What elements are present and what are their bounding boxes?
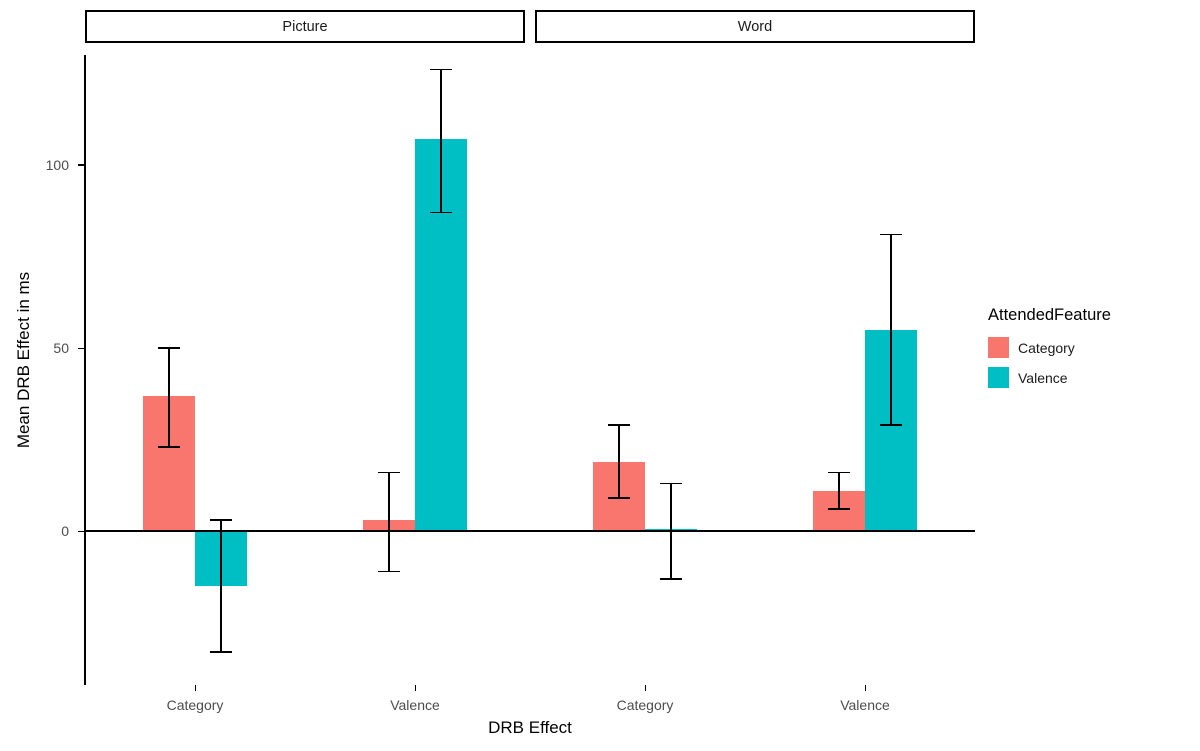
error-bar-line (388, 472, 390, 572)
error-bar-line (618, 424, 620, 499)
error-bar-cap-bottom (880, 424, 902, 426)
legend-item-valence: Valence (988, 367, 1111, 388)
x-tick (864, 685, 866, 691)
legend-item-category: Category (988, 337, 1111, 358)
x-tick-label: Valence (390, 697, 440, 713)
error-bar-cap-top (660, 482, 682, 485)
error-bar-line (890, 234, 892, 425)
error-bar-cap-top (158, 347, 180, 349)
y-tick (78, 530, 84, 533)
error-bar-cap-top (608, 424, 630, 426)
x-tick (194, 685, 196, 691)
error-bar-cap-bottom (158, 446, 180, 448)
error-bar-line (168, 348, 170, 447)
error-bar-cap-top (378, 471, 400, 474)
error-bar-cap-top (210, 519, 232, 521)
y-tick (78, 164, 84, 166)
legend-title: AttendedFeature (988, 306, 1111, 324)
legend-items: Category Valence (988, 337, 1111, 388)
x-tick-label: Valence (840, 697, 890, 713)
error-bar-cap-bottom (608, 497, 630, 499)
x-tick-label: Category (616, 697, 674, 713)
y-tick-label: 0 (61, 523, 69, 540)
x-tick (414, 685, 416, 691)
error-bar-cap-bottom (828, 508, 850, 510)
x-axis-label: DRB Effect (488, 718, 572, 737)
error-bar-cap-top (430, 68, 452, 71)
legend-swatch-category (988, 337, 1009, 358)
zero-line (85, 530, 975, 532)
error-bar-cap-bottom (660, 577, 682, 580)
legend-label-valence: Valence (1018, 369, 1068, 386)
error-bar-cap-bottom (378, 570, 400, 573)
y-axis-label: Mean DRB Effect in ms (14, 271, 33, 449)
error-bar-cap-bottom (210, 651, 232, 653)
y-axis-line (84, 55, 86, 685)
x-tick (644, 685, 646, 691)
error-bar-cap-top (880, 233, 902, 236)
error-bar-line (838, 472, 840, 510)
error-bar-line (220, 520, 222, 653)
error-bar-cap-bottom (430, 211, 452, 214)
legend-label-category: Category (1018, 339, 1075, 356)
y-tick-label: 50 (53, 340, 69, 357)
error-bar-cap-top (828, 471, 850, 474)
facet-strip-word: Word (535, 10, 975, 43)
legend: AttendedFeature Category Valence (988, 306, 1111, 397)
y-tick-label: 100 (45, 156, 69, 173)
error-bar-line (440, 69, 442, 213)
legend-swatch-valence (988, 367, 1009, 388)
facet-strip-picture: Picture (85, 10, 525, 43)
y-tick (78, 347, 84, 349)
x-tick-label: Category (166, 697, 224, 713)
